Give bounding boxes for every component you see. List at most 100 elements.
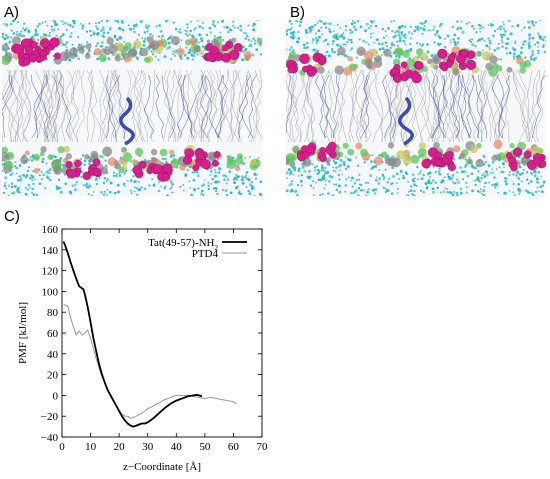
water-molecule (80, 170, 83, 174)
lipid-tail (2, 69, 14, 143)
water-molecule (70, 31, 73, 35)
headgroup-atom (519, 67, 526, 74)
cluster-atom (421, 158, 431, 169)
x-axis-title: z−Coordinate [Å] (123, 461, 201, 473)
water-molecule (500, 39, 503, 42)
water-molecule (28, 158, 31, 161)
water-molecule (81, 24, 85, 28)
lipid-tail-blue (241, 74, 254, 139)
water-molecule (312, 194, 316, 196)
water-molecule (346, 55, 349, 58)
water-molecule (30, 158, 34, 162)
water-molecule (136, 193, 139, 196)
water-molecule (436, 30, 439, 33)
water-molecule (327, 54, 330, 57)
water-molecule (493, 176, 496, 179)
water-molecule (126, 180, 129, 182)
lipid-tail (427, 69, 440, 143)
axis-ticks: 0 10 20 30 40 50 60 70 160 140 120 100 80 60 40 20 0 −20 −… (41, 224, 268, 453)
water-molecule (98, 176, 101, 179)
water-molecule (372, 32, 375, 34)
water-molecule (373, 192, 377, 195)
water-molecule (355, 156, 358, 159)
water-molecule (12, 32, 15, 35)
water-molecule (396, 40, 399, 43)
water-molecule (29, 176, 32, 180)
cluster-atom (299, 53, 310, 64)
water-molecule (201, 55, 204, 58)
headgroup-atom (364, 51, 374, 61)
lipid-tail (132, 69, 142, 143)
water-molecule (508, 170, 511, 173)
water-molecule (474, 179, 477, 182)
water-molecule (409, 49, 413, 52)
water-molecule (500, 171, 503, 174)
water-molecule (465, 186, 468, 189)
water-molecule (204, 179, 206, 181)
water-molecule (188, 48, 191, 52)
water-molecule (478, 190, 481, 194)
water-molecule (95, 182, 98, 186)
headgroup-atom (170, 159, 180, 169)
water-molecule (75, 181, 79, 184)
water-molecule (34, 30, 38, 34)
water-molecule (259, 194, 262, 196)
cluster-atom (442, 157, 449, 165)
water-molecule (169, 187, 172, 190)
water-molecule (252, 24, 255, 27)
water-molecule (24, 186, 27, 189)
lipid-tail (409, 69, 424, 143)
cluster-atom (505, 152, 513, 159)
water-molecule (299, 20, 303, 24)
cluster-atom (221, 44, 229, 52)
water-molecule (61, 20, 64, 24)
water-molecule (487, 37, 490, 40)
water-molecule (108, 28, 112, 31)
water-molecule (26, 188, 29, 191)
water-molecule (519, 51, 523, 55)
water-molecule (166, 38, 169, 41)
water-molecule (334, 161, 338, 165)
water-molecule (508, 173, 511, 177)
water-molecule (214, 190, 218, 193)
water-molecule (245, 177, 249, 181)
water-molecule (23, 28, 27, 32)
water-molecule (539, 20, 542, 22)
lipid-tail (196, 69, 205, 143)
water-molecule (88, 184, 92, 188)
headgroup-atom (24, 150, 30, 156)
headgroup-atom (59, 51, 70, 62)
headgroup-atom (102, 146, 113, 157)
water-molecule (252, 37, 255, 40)
water-molecule (391, 182, 394, 185)
water-molecule (106, 31, 110, 34)
water-molecule (512, 173, 515, 176)
lipid-tail (102, 69, 110, 143)
headgroup-atom (384, 156, 391, 162)
water-molecule (52, 54, 55, 57)
water-molecule (244, 37, 248, 40)
water-molecule (249, 183, 252, 186)
water-molecule (29, 156, 32, 159)
water-molecule (251, 186, 255, 190)
water-molecule (488, 48, 491, 51)
water-molecule (2, 169, 4, 173)
water-molecule (488, 45, 491, 49)
water-molecule (179, 45, 182, 48)
lipid-tail (110, 69, 120, 143)
water-molecule (250, 40, 253, 42)
water-molecule (541, 184, 544, 187)
water-molecule (492, 35, 495, 38)
water-molecule (151, 178, 154, 181)
water-molecule (417, 29, 420, 32)
water-molecule (391, 29, 394, 33)
cluster-atom (182, 155, 193, 165)
water-molecule (399, 169, 403, 173)
lipid-tail (206, 69, 218, 143)
water-molecule (113, 192, 117, 195)
water-molecule (288, 172, 292, 176)
water-molecule (144, 187, 147, 190)
water-molecule (392, 20, 396, 22)
water-molecule (338, 190, 342, 194)
